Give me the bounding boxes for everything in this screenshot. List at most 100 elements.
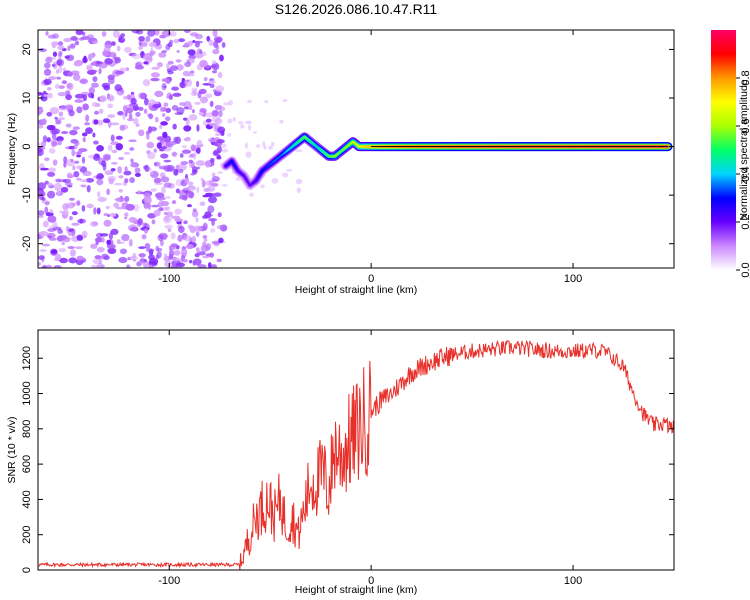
noise-blob [86,66,93,71]
y-tick-label: 200 [21,526,33,544]
noise-blob [81,156,86,164]
snr-x-ticks: -100 0 100 [158,330,582,587]
noise-blob [159,200,164,204]
colorbar-gradient [711,30,736,270]
noise-blob [175,59,182,63]
noise-blob [160,153,169,159]
noise-blob [176,49,180,53]
noise-blob [123,170,132,176]
noise-blob [57,92,67,97]
noise-blob [132,252,137,259]
noise-blob [116,206,124,210]
noise-blob [130,158,134,163]
noise-blob [171,200,177,205]
noise-blob [116,45,121,52]
noise-blob [67,45,71,52]
noise-blob [51,41,60,47]
noise-blob [82,103,89,111]
noise-blob [183,125,192,132]
noise-blob [137,217,143,226]
noise-blob [154,30,160,36]
y-tick-label: 800 [21,420,33,438]
noise-blob [118,156,125,160]
noise-blob [216,258,222,263]
noise-blob [172,92,182,97]
snr-panel: -100 0 100 0 200 400 600 800 1000 1200 Height of… [6,329,675,596]
noise-blob [189,225,196,234]
noise-blob [194,33,204,40]
noise-blob [70,158,74,163]
noise-blob [210,157,215,163]
noise-blob [113,202,119,208]
noise-blob [67,228,74,232]
noise-blob [216,156,222,160]
noise-blob [238,121,244,125]
noise-blob [205,118,212,123]
x-tick-label: -100 [158,575,180,587]
noise-blob [150,72,161,78]
noise-blob [48,167,56,173]
noise-blob [79,78,89,85]
noise-blob [96,191,101,198]
noise-blob [110,141,119,145]
noise-blob [170,243,178,248]
noise-blob [214,133,221,136]
noise-blob [66,174,74,179]
noise-blob [56,58,65,67]
noise-blob [47,34,56,39]
noise-blob [130,162,140,168]
colorbar-tick-label: 0.2 [740,214,750,229]
noise-blob [148,258,159,265]
noise-blob [81,205,86,212]
noise-blob [38,182,47,190]
noise-blob [86,203,94,209]
noise-blob [165,141,171,147]
noise-blob [41,197,46,201]
noise-blob [202,222,208,231]
noise-blob [62,203,69,211]
noise-blob [107,247,117,254]
noise-blob [65,94,72,101]
noise-blob [194,40,200,48]
noise-blob [148,264,153,268]
noise-blob [54,83,60,89]
noise-blob [101,253,109,260]
noise-blob [72,126,80,130]
noise-blob [115,135,123,140]
noise-blob [195,160,206,167]
noise-blob [52,61,58,70]
noise-blob [202,241,207,248]
noise-blob [192,258,202,266]
noise-blob [119,248,128,255]
noise-blob [165,107,171,113]
noise-blob [194,101,201,105]
noise-blob [109,213,117,217]
noise-blob [171,215,181,219]
noise-blob [196,186,200,194]
noise-blob [213,192,222,198]
noise-blob [208,139,218,143]
noise-blob [46,111,53,117]
noise-blob [123,96,128,100]
snr-y-label: SNR (10 * v/v) [6,416,18,483]
noise-blob [165,116,171,122]
noise-blob [184,42,189,47]
noise-blob [240,124,245,129]
noise-blob [203,238,208,242]
noise-blob [81,132,88,137]
noise-blob [71,70,80,76]
noise-blob [169,31,177,37]
noise-blob [111,41,116,46]
noise-blob [101,160,107,167]
noise-blob [96,145,104,152]
noise-blob [188,114,198,121]
noise-blob [51,132,57,140]
noise-blob [147,30,156,37]
noise-blob [62,178,72,184]
noise-blob [67,246,75,249]
noise-blob [111,162,118,165]
noise-blob [167,70,174,75]
noise-blob [207,262,212,268]
noise-blob [195,231,200,237]
noise-blob [180,248,188,256]
